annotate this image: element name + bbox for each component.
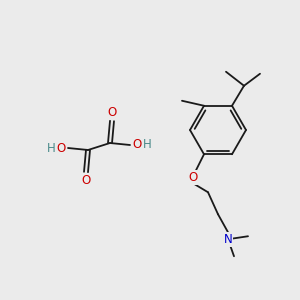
Text: H: H: [46, 142, 56, 154]
Text: O: O: [107, 106, 117, 119]
Text: N: N: [224, 233, 232, 246]
Text: O: O: [56, 142, 66, 154]
Text: O: O: [81, 173, 91, 187]
Text: O: O: [188, 171, 198, 184]
Text: H: H: [142, 139, 152, 152]
Text: O: O: [132, 139, 142, 152]
